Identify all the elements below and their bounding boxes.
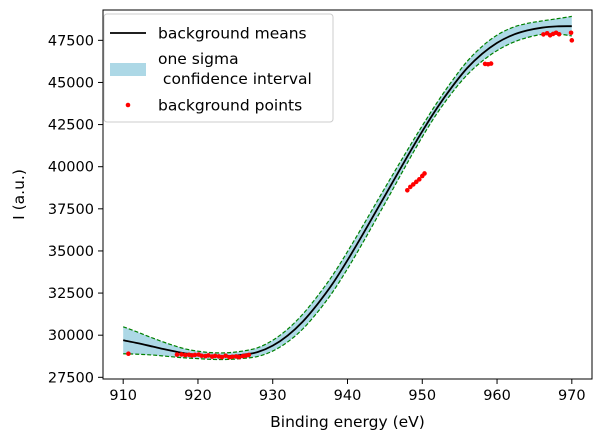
background-points xyxy=(126,30,575,360)
y-tick-label: 40000 xyxy=(48,160,94,176)
background-point xyxy=(199,353,204,359)
x-tick-label: 940 xyxy=(334,388,362,404)
background-point xyxy=(126,351,131,357)
background-point xyxy=(206,353,211,358)
y-tick-label: 37500 xyxy=(48,202,94,218)
legend-box xyxy=(103,13,334,123)
background-point xyxy=(556,31,562,37)
background-point xyxy=(179,352,184,357)
legend-points-swatch xyxy=(125,102,131,108)
background-point xyxy=(422,171,427,176)
legend-band-swatch xyxy=(110,63,146,76)
legend-band-label-line1: one sigma xyxy=(158,50,239,68)
background-point xyxy=(182,352,188,358)
y-tick-label: 27500 xyxy=(48,370,94,386)
confidence-lower-edge xyxy=(123,33,572,361)
x-tick-label: 910 xyxy=(109,388,137,404)
background-point xyxy=(219,354,225,360)
confidence-upper-edge xyxy=(122,15,572,354)
y-tick-label: 30000 xyxy=(48,328,94,344)
background-point xyxy=(192,352,198,358)
legend-band-label-line2: confidence interval xyxy=(158,70,312,88)
background-point xyxy=(212,353,218,359)
y-tick-label: 32500 xyxy=(48,286,94,302)
background-point xyxy=(236,354,242,360)
legend-mean-label: background means xyxy=(158,25,307,43)
background-point xyxy=(541,32,546,37)
x-tick-label: 930 xyxy=(259,388,287,404)
legend-points-label: background points xyxy=(158,97,302,115)
legend: background means one sigma confidence in… xyxy=(103,13,334,123)
x-tick-label: 960 xyxy=(483,388,511,404)
background-point xyxy=(568,30,574,36)
y-tick-label: 35000 xyxy=(48,244,94,260)
background-point xyxy=(174,352,180,357)
background-point xyxy=(223,353,228,359)
y-axis-title: I (a.u.) xyxy=(10,169,28,220)
background-point xyxy=(488,61,494,66)
y-tick-label: 42500 xyxy=(48,118,94,134)
x-tick-label: 970 xyxy=(558,388,586,404)
x-tick-label: 920 xyxy=(184,388,212,404)
background-point xyxy=(405,187,410,193)
background-point xyxy=(416,177,422,182)
background-point xyxy=(230,354,235,360)
x-axis-title: Binding energy (eV) xyxy=(270,413,425,431)
y-axis-ticks: 27500 30000 32500 35000 37500 40000 42500 45000… xyxy=(48,33,103,386)
x-tick-label: 950 xyxy=(408,388,436,404)
y-tick-label: 45000 xyxy=(48,75,94,91)
x-axis-ticks: 910 920 930 940 950 960 970 xyxy=(109,379,586,404)
background-point xyxy=(569,38,575,43)
background-point xyxy=(246,352,252,358)
y-tick-label: 47500 xyxy=(48,33,94,49)
